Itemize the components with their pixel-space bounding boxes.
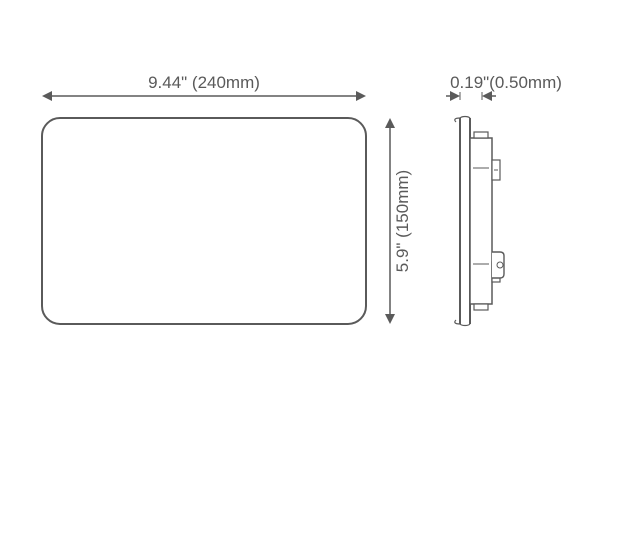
arrow-head <box>356 91 366 101</box>
front-panel-outline <box>42 118 366 324</box>
side-plate-cap <box>460 117 470 119</box>
arrow-head <box>450 91 460 101</box>
side-plate-cap <box>460 324 470 326</box>
arrow-head <box>482 91 492 101</box>
side-body-step <box>474 304 488 310</box>
connector-tab <box>492 252 504 278</box>
dimension-label: 0.19"(0.50mm) <box>450 73 562 92</box>
arrow-head <box>42 91 52 101</box>
dimension-label: 9.44" (240mm) <box>148 73 260 92</box>
dimension-label: 5.9" (150mm) <box>393 170 412 272</box>
arrow-head <box>385 118 395 128</box>
dimension-diagram: 9.44" (240mm) 5.9" (150mm) 0.19"(0.50mm) <box>0 0 618 535</box>
side-body-step <box>474 132 488 138</box>
side-body <box>470 138 492 304</box>
arrow-head <box>385 314 395 324</box>
